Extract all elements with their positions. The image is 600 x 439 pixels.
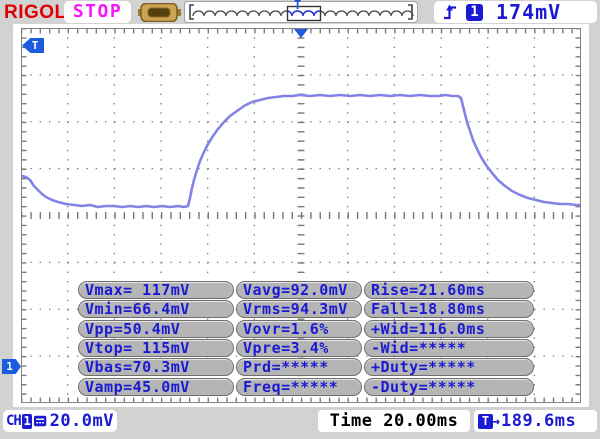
trigger-status-box: 1 174mV <box>434 0 597 24</box>
trigger-offset-t-icon: T <box>478 413 493 429</box>
usb-storage-icon <box>138 3 181 22</box>
edge-trigger-icon <box>444 4 456 20</box>
graticule-grid <box>21 28 581 403</box>
overview-bracket-left <box>189 4 194 20</box>
measurements-panel: Vmax= 117mV Vavg=92.0mV Rise=21.60ms Vmin=6… <box>78 281 536 397</box>
measurement-pill: Rise=21.60ms <box>364 281 534 299</box>
measurement-pill: Vavg=92.0mV <box>236 281 362 299</box>
measurement-pill: +Wid=116.0ms <box>364 319 534 338</box>
volts-per-div-value: 20.0mV <box>49 411 114 431</box>
measurement-pill: Vtop= 115mV <box>78 338 234 357</box>
measurement-pill: Prd=***** <box>236 358 362 377</box>
measurement-pill: Vpre=3.4% <box>236 338 362 357</box>
trigger-offset-box: T → 189.6ms <box>474 410 597 432</box>
measurement-pill: Vbas=70.3mV <box>78 358 234 377</box>
brand-logo: RIGOL <box>4 2 67 23</box>
measurement-pill: -Duty=***** <box>364 377 534 396</box>
channel-number-badge: 1 <box>21 413 33 429</box>
measurement-pill: Vpp=50.4mV <box>78 319 234 338</box>
arrow-right-icon: → <box>491 412 501 430</box>
horizontal-position-bar <box>184 1 418 23</box>
trigger-level-value: 174mV <box>496 0 562 24</box>
overview-window-waveform <box>288 10 320 17</box>
timebase-box: Time 20.00ms <box>318 410 470 432</box>
graticule-and-trace <box>21 28 581 403</box>
measurement-pill: Vrms=94.3mV <box>236 300 362 319</box>
channel-prefix-label: CH <box>6 413 22 429</box>
trigger-position-marker-icon <box>294 29 308 38</box>
dc-coupling-icon <box>34 415 47 427</box>
channel1-status-box: CH 1 20.0mV <box>3 410 117 432</box>
channel1-ground-flag-icon: 1 <box>2 359 21 374</box>
trigger-level-flag-icon: T <box>22 38 44 53</box>
measurement-pill: Vmax= 117mV <box>78 281 234 299</box>
measurement-pill: Vamp=45.0mV <box>78 377 234 396</box>
waveform-trace <box>21 93 581 209</box>
overview-trigger-marker: T <box>294 0 302 12</box>
measurement-pill: Vovr=1.6% <box>236 319 362 338</box>
overview-bracket-right <box>408 4 413 20</box>
trigger-offset-value: 189.6ms <box>501 411 577 431</box>
measurement-pill: Fall=18.80ms <box>364 300 534 319</box>
measurement-pill: Vmin=66.4mV <box>78 300 234 319</box>
trigger-source-channel-badge: 1 <box>466 3 483 21</box>
measurement-pill: Freq=***** <box>236 377 362 396</box>
measurement-pill: +Duty=***** <box>364 358 534 377</box>
run-status-badge: STOP <box>64 1 131 23</box>
measurement-pill: -Wid=***** <box>364 338 534 357</box>
